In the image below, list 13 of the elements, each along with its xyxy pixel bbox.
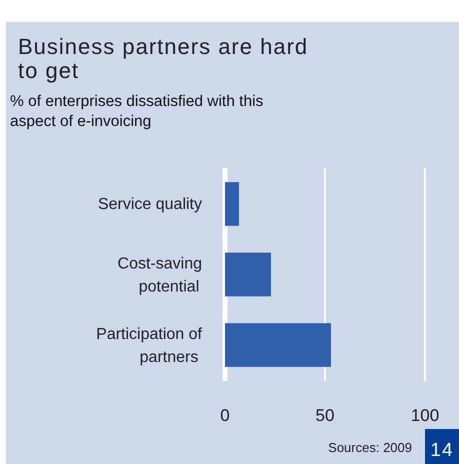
bar: [225, 182, 239, 226]
bar: [225, 323, 331, 367]
y-tick-label: Cost-saving potential: [118, 256, 202, 296]
source-note: Sources: 2009: [328, 440, 412, 455]
chart-title: Business partners are hard to get: [18, 34, 308, 83]
y-tick-label: Service quality: [98, 196, 202, 213]
text: 14: [430, 440, 454, 461]
y-tick-label: Participation of partners: [96, 326, 203, 366]
x-tick-label: 50: [316, 406, 334, 425]
x-tick-label: 100: [410, 406, 440, 425]
chart-subtitle: % of enterprises dissatisfied with this aspect of e-invoicing: [10, 93, 264, 130]
x-tick-label: 0: [220, 406, 230, 425]
bar: [225, 252, 271, 296]
